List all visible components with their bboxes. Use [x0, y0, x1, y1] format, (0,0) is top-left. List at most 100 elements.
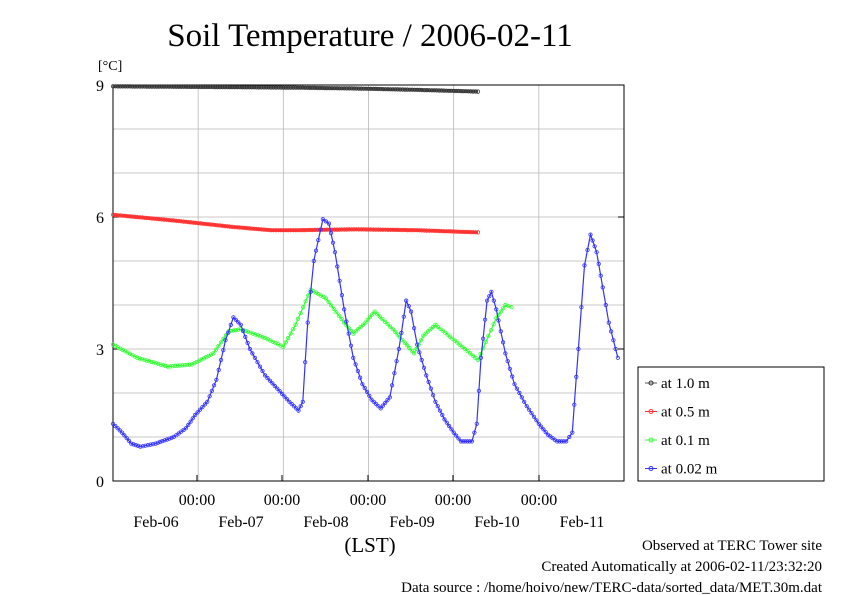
series-point	[466, 89, 471, 94]
series-point	[411, 325, 417, 331]
series-point	[222, 224, 227, 229]
series-point	[455, 340, 460, 345]
series-point	[315, 85, 320, 91]
series-point	[342, 86, 347, 91]
series-point	[444, 420, 449, 425]
legend-label: at 0.02 m	[661, 462, 718, 478]
series-point	[536, 421, 541, 426]
series-point	[421, 365, 427, 370]
series-point	[176, 218, 181, 224]
series-point	[310, 227, 315, 233]
series-point	[237, 225, 242, 230]
series-point	[474, 421, 479, 426]
series-point	[281, 228, 286, 233]
series-point	[570, 430, 575, 435]
series-point	[446, 229, 451, 234]
series-point	[120, 84, 125, 89]
series-point	[348, 343, 354, 348]
series-point	[163, 363, 168, 368]
series-point	[258, 334, 263, 339]
series-point	[472, 430, 477, 435]
series-point	[233, 327, 238, 333]
series-point	[402, 87, 408, 92]
series-point	[147, 216, 152, 221]
series-point	[177, 363, 182, 368]
series-point	[396, 346, 401, 352]
series-point	[442, 417, 447, 422]
series-point	[393, 87, 398, 92]
series-point	[191, 220, 196, 225]
series-point	[295, 85, 300, 90]
series-point	[389, 383, 395, 388]
series-point	[394, 358, 399, 364]
series-point	[449, 229, 454, 234]
series-point	[367, 314, 373, 320]
series-point	[582, 263, 587, 268]
series-point	[468, 89, 473, 94]
series-point	[157, 84, 162, 89]
series-point	[429, 88, 434, 93]
y-tick-label: 9	[96, 78, 104, 95]
series-point	[196, 221, 201, 226]
series-point	[233, 317, 238, 322]
series-point	[262, 373, 268, 378]
series-point	[115, 426, 120, 431]
series-point	[186, 422, 191, 427]
series-point	[529, 411, 534, 416]
series-point	[200, 221, 206, 226]
series-point	[488, 327, 494, 333]
series-point	[142, 215, 147, 220]
series-point	[260, 334, 265, 340]
series-point	[380, 87, 386, 92]
series-point	[269, 85, 274, 90]
series-point	[461, 229, 466, 234]
series-point	[476, 388, 481, 393]
series-point	[152, 84, 157, 89]
series-point	[429, 228, 434, 233]
series-point	[164, 437, 170, 442]
series-point	[191, 84, 196, 90]
series-point	[115, 84, 121, 89]
series-point	[328, 303, 334, 308]
series-point	[272, 383, 277, 389]
series-point	[122, 433, 127, 438]
series-point	[293, 228, 298, 233]
series-point	[356, 327, 361, 332]
series-point	[215, 223, 220, 228]
series-point	[380, 227, 386, 232]
series-point	[117, 428, 122, 433]
series-point	[183, 84, 189, 89]
series-point	[277, 389, 282, 394]
series-point	[198, 84, 203, 90]
series-point	[137, 215, 142, 220]
series-point	[373, 401, 379, 407]
legend-label: at 0.5 m	[661, 405, 710, 421]
series-point	[408, 309, 414, 314]
series-point	[167, 436, 172, 441]
series-point	[596, 261, 601, 266]
series-point	[126, 438, 132, 443]
series-point	[135, 355, 140, 360]
series-point	[157, 217, 162, 222]
series-point	[237, 85, 242, 90]
x-tick-date-label: Feb-07	[218, 514, 263, 531]
series-point	[603, 302, 608, 308]
series-point	[444, 229, 449, 234]
series-line	[113, 85, 479, 93]
series-point	[181, 219, 186, 224]
series-point	[155, 440, 160, 445]
series-point	[208, 84, 213, 90]
series-line	[112, 218, 619, 448]
series-point	[324, 227, 330, 232]
series-point	[132, 214, 137, 219]
series-point	[174, 218, 179, 223]
series-point	[168, 364, 173, 369]
series-point	[440, 412, 445, 418]
series-point	[412, 228, 417, 233]
series-point	[531, 414, 537, 419]
series-point	[435, 404, 440, 409]
series-point	[372, 309, 377, 314]
series-point	[329, 86, 335, 91]
series-point	[449, 427, 454, 432]
series-point	[351, 86, 356, 91]
